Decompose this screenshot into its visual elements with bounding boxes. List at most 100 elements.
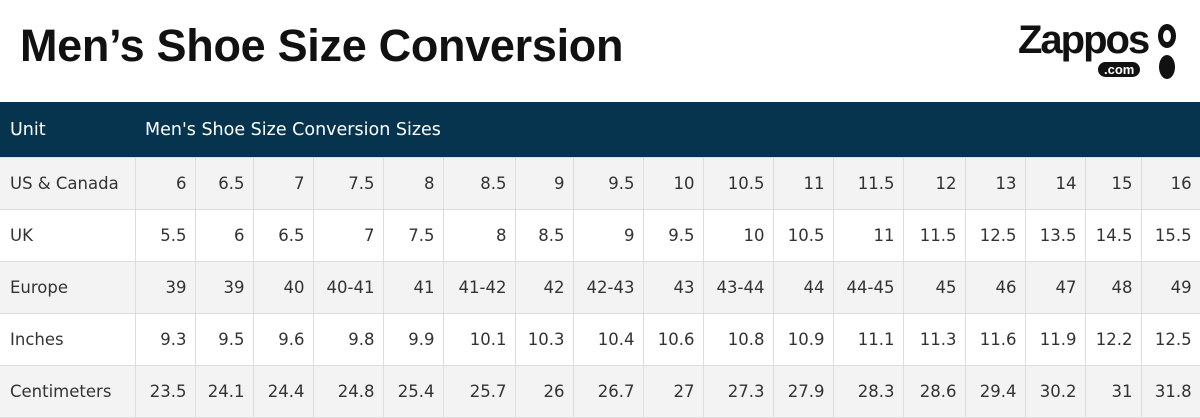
- size-cell: 6.5: [252, 209, 314, 262]
- size-cell: 9: [572, 209, 644, 262]
- size-cell: 9: [514, 157, 574, 210]
- page-title: Men’s Shoe Size Conversion: [20, 20, 624, 71]
- size-cell: 7: [312, 209, 384, 262]
- size-cell: 16: [1140, 157, 1200, 210]
- row-label: US & Canada: [0, 157, 136, 210]
- size-cell: 24.1: [194, 365, 254, 418]
- size-cell: 14.5: [1084, 209, 1142, 262]
- size-cell: 13: [964, 157, 1026, 210]
- row-label: Europe: [0, 261, 136, 314]
- size-cell: 9.5: [194, 313, 254, 366]
- size-cell: 5.5: [134, 209, 196, 262]
- size-cell: 41-42: [442, 261, 516, 314]
- size-cell: 47: [1024, 261, 1086, 314]
- size-cell: 25.4: [382, 365, 444, 418]
- row-label: UK: [0, 209, 136, 262]
- size-cell: 30.2: [1024, 365, 1086, 418]
- size-cell: 8: [442, 209, 516, 262]
- row-label: Centimeters: [0, 365, 136, 418]
- size-cell: 31: [1084, 365, 1142, 418]
- size-cell: 12.2: [1084, 313, 1142, 366]
- size-cell: 10: [702, 209, 774, 262]
- size-cell: 10.6: [642, 313, 704, 366]
- size-cell: 7: [252, 157, 314, 210]
- size-cell: 9.6: [252, 313, 314, 366]
- size-cell: 7.5: [312, 157, 384, 210]
- size-cell: 29.4: [964, 365, 1026, 418]
- size-table: Unit Men's Shoe Size Conversion Sizes US…: [0, 102, 1200, 418]
- size-cell: 10.4: [572, 313, 644, 366]
- size-cell: 12.5: [964, 209, 1026, 262]
- size-cell: 45: [902, 261, 966, 314]
- size-cell: 15: [1084, 157, 1142, 210]
- size-cell: 49: [1140, 261, 1200, 314]
- size-cell: 10.9: [772, 313, 834, 366]
- table-row: Centimeters 23.5 24.1 24.4 24.8 25.4 25.7 26 26.…: [0, 365, 1200, 418]
- column-header: Men's Shoe Size Conversion Sizes: [135, 102, 1200, 158]
- size-cell: 8: [382, 157, 444, 210]
- size-cell: 10: [642, 157, 704, 210]
- size-cell: 24.8: [312, 365, 384, 418]
- size-cell: 6: [134, 157, 196, 210]
- table-row: Europe 39 39 40 40-41 41 41-42 42 42-43 43 43-44 44…: [0, 261, 1200, 314]
- size-cell: 39: [134, 261, 196, 314]
- size-cell: 40: [252, 261, 314, 314]
- size-cell: 6.5: [194, 157, 254, 210]
- size-cell: 27: [642, 365, 704, 418]
- size-cell: 48: [1084, 261, 1142, 314]
- size-cell: 11.3: [902, 313, 966, 366]
- size-cell: 10.1: [442, 313, 516, 366]
- size-cell: 6: [194, 209, 254, 262]
- table-row: US & Canada 6 6.5 7 7.5 8 8.5 9 9.5 10 10.5 11 11.5 1…: [0, 157, 1200, 210]
- size-cell: 31.8: [1140, 365, 1200, 418]
- logo-sub: .com: [1098, 62, 1141, 77]
- size-cell: 9.5: [572, 157, 644, 210]
- size-cell: 27.9: [772, 365, 834, 418]
- size-cell: 28.6: [902, 365, 966, 418]
- size-cell: 43: [642, 261, 704, 314]
- size-cell: 10.5: [702, 157, 774, 210]
- size-cell: 10.8: [702, 313, 774, 366]
- size-cell: 11.9: [1024, 313, 1086, 366]
- size-cell: 10.5: [772, 209, 834, 262]
- logo[interactable]: Zappos .com: [1018, 18, 1178, 84]
- size-cell: 9.9: [382, 313, 444, 366]
- size-cell: 28.3: [832, 365, 904, 418]
- size-cell: 9.5: [642, 209, 704, 262]
- table-row: Inches 9.3 9.5 9.6 9.8 9.9 10.1 10.3 10.4 10.6 10.…: [0, 313, 1200, 366]
- logo-icon: [1158, 24, 1176, 79]
- row-label: Inches: [0, 313, 136, 366]
- size-cell: 11: [772, 157, 834, 210]
- size-cell: 39: [194, 261, 254, 314]
- size-cell: 10.3: [514, 313, 574, 366]
- size-cell: 7.5: [382, 209, 444, 262]
- size-cell: 44-45: [832, 261, 904, 314]
- table-row: UK 5.5 6 6.5 7 7.5 8 8.5 9 9.5 10 10.5 11 11.5 12.5 13.…: [0, 209, 1200, 262]
- size-cell: 13.5: [1024, 209, 1086, 262]
- size-cell: 11.5: [832, 157, 904, 210]
- size-cell: 23.5: [134, 365, 196, 418]
- size-cell: 43-44: [702, 261, 774, 314]
- size-cell: 27.3: [702, 365, 774, 418]
- size-cell: 11.1: [832, 313, 904, 366]
- size-cell: 41: [382, 261, 444, 314]
- size-cell: 11.6: [964, 313, 1026, 366]
- size-cell: 9.3: [134, 313, 196, 366]
- size-cell: 40-41: [312, 261, 384, 314]
- size-cell: 42: [514, 261, 574, 314]
- size-cell: 24.4: [252, 365, 314, 418]
- size-cell: 46: [964, 261, 1026, 314]
- size-cell: 8.5: [442, 157, 516, 210]
- size-cell: 11: [832, 209, 904, 262]
- logo-text: Zappos: [1018, 18, 1150, 62]
- size-cell: 26.7: [572, 365, 644, 418]
- size-cell: 44: [772, 261, 834, 314]
- size-cell: 25.7: [442, 365, 516, 418]
- size-cell: 26: [514, 365, 574, 418]
- size-cell: 9.8: [312, 313, 384, 366]
- size-cell: 15.5: [1140, 209, 1200, 262]
- size-cell: 42-43: [572, 261, 644, 314]
- size-cell: 12: [902, 157, 966, 210]
- column-header: Unit: [0, 102, 135, 158]
